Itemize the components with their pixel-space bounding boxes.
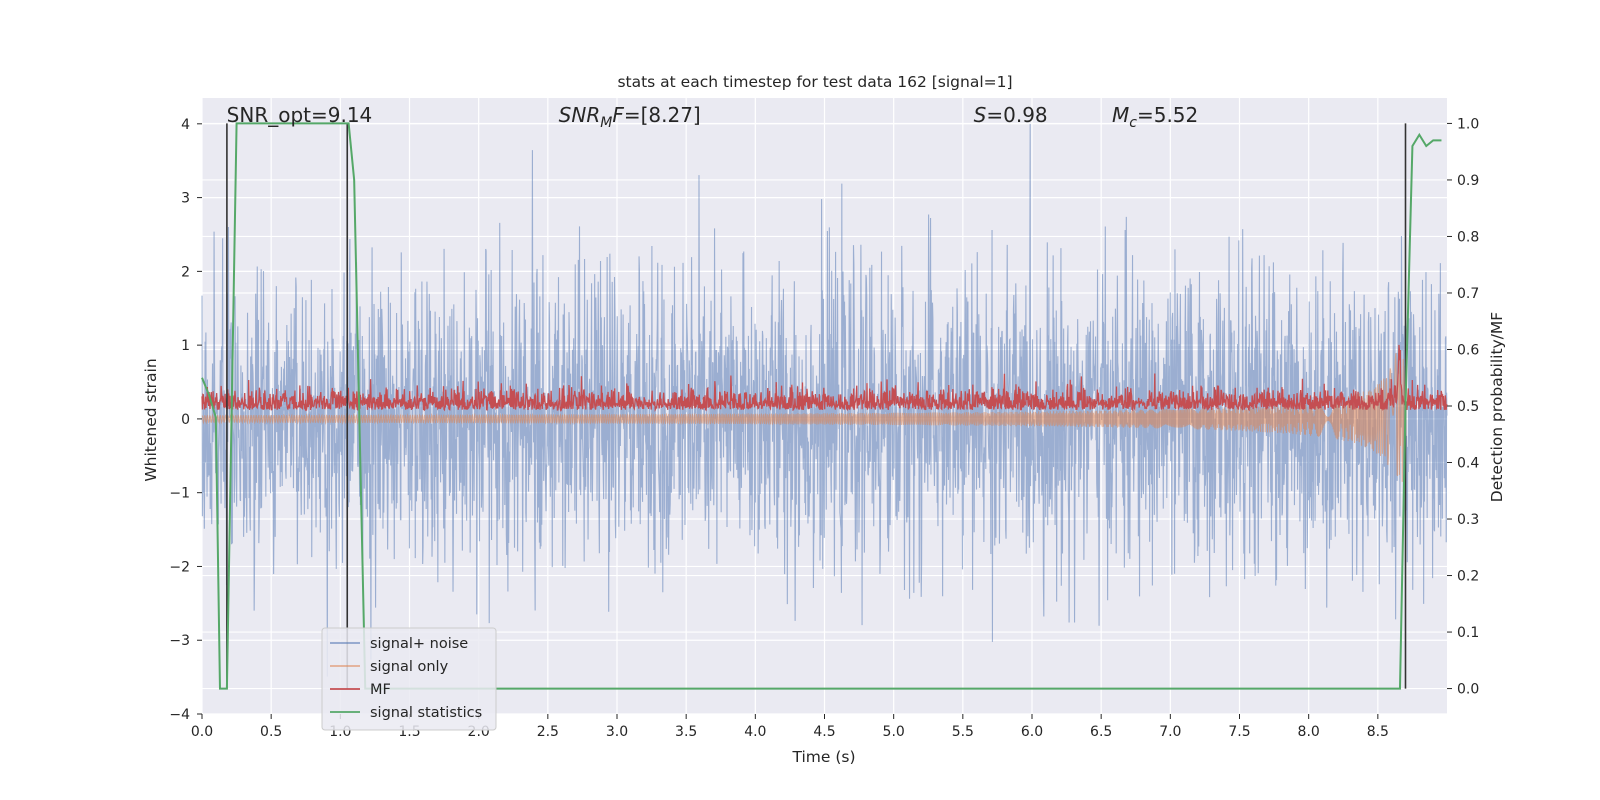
x-tick-label: 7.0 xyxy=(1159,724,1181,740)
right-y-tick-label: 0.8 xyxy=(1457,229,1479,245)
annotation-text: Mc=5.52 xyxy=(1112,103,1198,131)
y-tick-label: −3 xyxy=(169,633,190,649)
x-tick-label: 0.5 xyxy=(260,724,282,740)
right-y-tick-labels: 1.0 0.9 0.8 0.7 0.6 0.5 0.4 0.3 0.2 0.1 0.0 xyxy=(1447,116,1479,698)
annotation-text: S=0.98 xyxy=(974,103,1048,127)
annotation-symbol: M xyxy=(1112,103,1129,127)
annotation-symbol: SNR xyxy=(559,103,601,127)
x-tick-label: 5.5 xyxy=(952,724,974,740)
legend-label: MF xyxy=(370,682,391,698)
right-y-tick-label: 0.5 xyxy=(1457,399,1479,415)
y-tick-labels: 4 3 2 1 0 −1 −2 −3 −4 xyxy=(169,117,202,723)
right-y-tick-label: 1.0 xyxy=(1457,116,1479,132)
x-tick-label: 8.5 xyxy=(1367,724,1389,740)
x-tick-label: 4.5 xyxy=(813,724,835,740)
right-y-tick-label: 0.2 xyxy=(1457,569,1479,585)
x-axis-label: Time (s) xyxy=(791,748,855,766)
y-tick-label: 2 xyxy=(181,264,190,280)
y-tick-label: −2 xyxy=(169,559,190,575)
x-tick-label: 8.0 xyxy=(1298,724,1320,740)
legend-label: signal only xyxy=(370,659,449,675)
mf-line xyxy=(201,344,1448,413)
annotation-text: SNRMF=[8.27] xyxy=(559,103,701,131)
x-tick-label: 3.0 xyxy=(606,724,628,740)
y-tick-label: 0 xyxy=(181,412,190,428)
series-signal-only xyxy=(201,353,1407,482)
annotation-text: SNR_opt=9.14 xyxy=(227,103,373,127)
chart-title: stats at each timestep for test data 162… xyxy=(617,73,1012,91)
series-mf xyxy=(201,344,1448,413)
annotation-symbol: S xyxy=(974,103,987,127)
right-y-tick-label: 0.9 xyxy=(1457,173,1479,189)
stat-annotations: SNR_opt=9.14 SNRMF=[8.27] S=0.98 Mc=5.52 xyxy=(227,103,1199,131)
legend: signal+ noise signal only MF signal statist… xyxy=(321,627,497,731)
annotation-subscript: M xyxy=(600,115,612,131)
x-tick-label: 0.0 xyxy=(191,724,213,740)
right-y-tick-label: 0.6 xyxy=(1457,342,1479,358)
right-y-tick-label: 0.4 xyxy=(1457,456,1479,472)
y-axis-label: Whitened strain xyxy=(142,358,160,481)
legend-box xyxy=(321,627,497,731)
x-tick-label: 6.0 xyxy=(1021,724,1043,740)
y-tick-label: 4 xyxy=(181,117,190,133)
y-tick-label: −1 xyxy=(169,486,190,502)
x-tick-label: 3.5 xyxy=(675,724,697,740)
x-tick-label: 7.5 xyxy=(1228,724,1250,740)
y-tick-label: −4 xyxy=(169,707,190,723)
annotation-value: =[8.27] xyxy=(624,103,701,127)
right-y-axis-label: Detection probability/MF xyxy=(1488,312,1506,503)
right-y-tick-label: 0.0 xyxy=(1457,682,1479,698)
series-signal-noise xyxy=(201,123,1448,677)
signal-noise-line xyxy=(201,123,1448,677)
legend-label: signal+ noise xyxy=(370,636,468,652)
x-tick-label: 6.5 xyxy=(1090,724,1112,740)
right-y-tick-label: 0.3 xyxy=(1457,512,1479,528)
signal-only-line xyxy=(201,353,1407,482)
annotation-value: =0.98 xyxy=(986,103,1047,127)
y-tick-label: 3 xyxy=(181,191,190,207)
x-tick-label: 4.0 xyxy=(744,724,766,740)
legend-label: signal statistics xyxy=(370,705,482,721)
right-y-tick-label: 0.7 xyxy=(1457,286,1479,302)
x-tick-label: 2.5 xyxy=(537,724,559,740)
annotation-value: F=[8.27] xyxy=(612,103,700,127)
y-tick-label: 1 xyxy=(181,338,190,354)
annotation-subscript: c xyxy=(1129,115,1137,131)
annotation-symbol: F xyxy=(612,103,624,127)
right-y-tick-label: 0.1 xyxy=(1457,625,1479,641)
annotation-value: =5.52 xyxy=(1137,103,1198,127)
x-tick-label: 5.0 xyxy=(883,724,905,740)
